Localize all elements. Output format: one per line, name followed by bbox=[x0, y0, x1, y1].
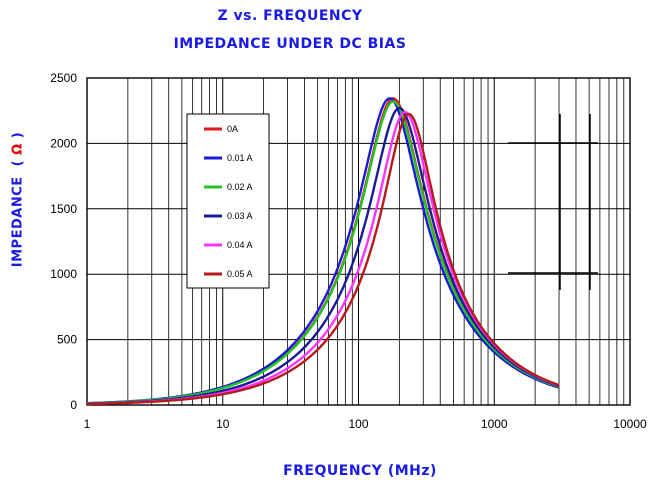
grid bbox=[86, 77, 631, 406]
x-axis-label: FREQUENCY (MHz) bbox=[283, 463, 437, 479]
y-tick-label: 2500 bbox=[50, 71, 77, 85]
legend-label-4: 0.04 A bbox=[227, 240, 253, 250]
y-tick-label: 0 bbox=[70, 398, 77, 412]
legend-label-2: 0.02 A bbox=[227, 182, 253, 192]
y-tick-label: 2000 bbox=[50, 136, 77, 150]
x-tick-label: 1 bbox=[84, 417, 91, 431]
x-tick-label: 10000 bbox=[613, 417, 647, 431]
legend-label-0: 0A bbox=[227, 124, 238, 134]
legend-label-3: 0.03 A bbox=[227, 211, 253, 221]
chart-subtitle: IMPEDANCE UNDER DC BIAS bbox=[173, 36, 407, 52]
y-tick-label: 1000 bbox=[50, 267, 77, 281]
tick-labels: 1 10 100 1000 10000 0 500 1000 1500 2000 2500 bbox=[50, 71, 647, 431]
legend-label-1: 0.01 A bbox=[227, 153, 253, 163]
legend-box bbox=[186, 113, 270, 289]
x-tick-label: 10 bbox=[216, 417, 230, 431]
legend-label-5: 0.05 A bbox=[227, 269, 253, 279]
chart-title: Z vs. FREQUENCY bbox=[217, 8, 363, 24]
y-tick-label: 1500 bbox=[50, 202, 77, 216]
legend: 0A 0.01 A 0.02 A 0.03 A 0.04 A 0.05 A bbox=[186, 113, 270, 289]
x-tick-label: 1000 bbox=[481, 417, 508, 431]
plot-frame bbox=[86, 77, 631, 406]
y-tick-label: 500 bbox=[57, 333, 77, 347]
series-lines bbox=[86, 97, 560, 406]
x-tick-label: 100 bbox=[348, 417, 368, 431]
series-line-5 bbox=[87, 112, 560, 406]
